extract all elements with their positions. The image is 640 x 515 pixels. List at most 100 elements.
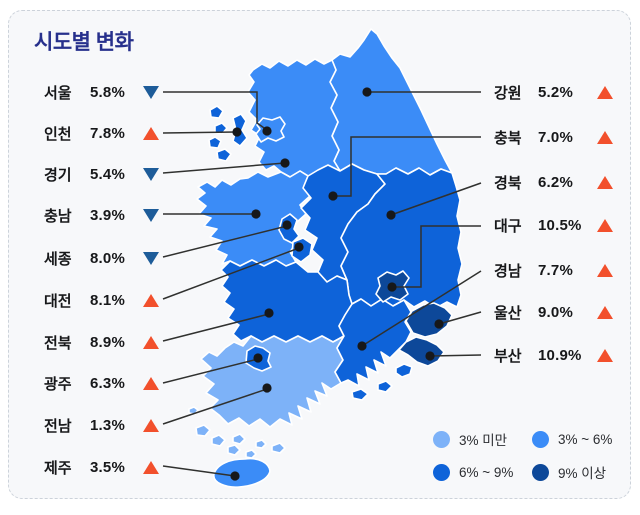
map-marker-chungbuk [328, 191, 338, 201]
map-marker-chungnam [251, 209, 261, 219]
down-triangle-icon [143, 251, 159, 265]
map-marker-ulsan [434, 319, 444, 329]
leader-line-busan [429, 354, 482, 357]
down-triangle-icon [143, 167, 159, 181]
up-triangle-icon [143, 293, 159, 307]
region-label-row-chungbuk: 충북 7.0% [494, 126, 629, 148]
map-region-jeonnam [200, 335, 345, 428]
up-triangle-icon [597, 130, 613, 144]
legend-label: 3% 미만 [459, 433, 508, 448]
region-label-row-gyeonggi: 경기 5.4% [44, 163, 169, 185]
up-triangle-icon [143, 376, 159, 390]
region-value: 6.2% [538, 173, 573, 191]
up-triangle-icon [597, 263, 613, 277]
map-marker-daegu [387, 282, 397, 292]
region-label-row-gyeongnam: 경남 7.7% [494, 259, 629, 281]
region-label-row-chungnam: 충남 3.9% [44, 204, 169, 226]
map-region-gangwon [329, 28, 453, 176]
leader-line-incheon [162, 131, 237, 134]
leader-line-ulsan [438, 311, 482, 325]
region-label-row-jeonbuk: 전북 8.9% [44, 331, 169, 353]
map-region-jeonnam-islands [188, 406, 286, 459]
region-value: 10.9% [538, 346, 582, 364]
region-name: 울산 [494, 304, 522, 322]
legend-color-swatch [532, 430, 549, 448]
region-label-row-gyeongbuk: 경북 6.2% [494, 171, 629, 193]
map-marker-jeju [230, 471, 240, 481]
map-region-incheon [208, 105, 248, 162]
region-value: 8.1% [90, 291, 125, 309]
up-triangle-icon [143, 460, 159, 474]
map-marker-gyeongnam [357, 341, 367, 351]
map-region-ulsan [405, 302, 453, 338]
region-label-row-daejeon: 대전 8.1% [44, 289, 169, 311]
region-label-row-busan: 부산 10.9% [494, 344, 629, 366]
map-marker-sejong [282, 220, 292, 230]
map-marker-busan [425, 351, 435, 361]
region-name: 서울 [44, 84, 72, 102]
up-triangle-icon [597, 348, 613, 362]
leader-line-sejong [162, 225, 288, 258]
legend-item-lt3: 3% 미만 [433, 429, 532, 449]
region-value: 5.4% [90, 165, 125, 183]
region-name: 경기 [44, 166, 72, 184]
map-marker-daejeon [294, 242, 304, 252]
region-name: 충북 [494, 129, 522, 147]
region-name: 전북 [44, 334, 72, 352]
map-marker-gyeongbuk [386, 210, 396, 220]
region-label-row-ulsan: 울산 9.0% [494, 301, 629, 323]
map-marker-jeonbuk [264, 308, 274, 318]
up-triangle-icon [143, 335, 159, 349]
legend-label: 3% ~ 6% [558, 431, 613, 447]
legend-label: 9% 이상 [558, 466, 607, 481]
up-triangle-icon [597, 85, 613, 99]
map-region-busan [398, 336, 445, 367]
leader-line-chungbuk [333, 136, 481, 197]
leader-lines [162, 91, 482, 477]
map-marker-gyeonggi [280, 158, 290, 168]
region-name: 인천 [44, 125, 72, 143]
legend: 3% 미만 3% ~ 6% 6% ~ 9% 9% 이상 [433, 429, 612, 482]
region-value: 7.0% [538, 128, 573, 146]
legend-item-3-6: 3% ~ 6% [532, 429, 612, 449]
region-value: 7.7% [538, 261, 573, 279]
region-label-row-jeju: 제주 3.5% [44, 456, 169, 478]
leader-line-gyeonggi [162, 162, 286, 174]
map-region-jeju [213, 457, 271, 488]
region-value: 7.8% [90, 124, 125, 142]
chart-title: 시도별 변화 [34, 31, 134, 54]
region-value: 9.0% [538, 303, 573, 321]
down-triangle-icon [143, 208, 159, 222]
up-triangle-icon [597, 218, 613, 232]
region-label-row-incheon: 인천 7.8% [44, 122, 169, 144]
up-triangle-icon [143, 418, 159, 432]
legend-color-swatch [532, 463, 549, 481]
down-triangle-icon [143, 85, 159, 99]
region-name: 경북 [494, 174, 522, 192]
region-name: 대구 [494, 217, 522, 235]
region-name: 대전 [44, 292, 72, 310]
region-name: 경남 [494, 262, 522, 280]
region-name: 충남 [44, 207, 72, 225]
region-label-row-jeonnam: 전남 1.3% [44, 414, 169, 436]
leader-line-daejeon [162, 247, 300, 300]
leader-line-daegu [392, 225, 481, 288]
region-label-row-gangwon: 강원 5.2% [494, 81, 629, 103]
leader-line-jeonnam [162, 388, 268, 425]
region-label-row-seoul: 서울 5.8% [44, 81, 169, 103]
region-label-row-daegu: 대구 10.5% [494, 214, 629, 236]
up-triangle-icon [597, 175, 613, 189]
map-marker-gangwon [362, 87, 372, 97]
leader-line-gyeongbuk [390, 182, 482, 216]
map-region-gyeongnam [334, 298, 412, 387]
legend-color-swatch [433, 463, 450, 481]
legend-item-6-9: 6% ~ 9% [433, 462, 532, 482]
region-name: 제주 [44, 459, 72, 477]
region-value: 10.5% [538, 216, 582, 234]
region-label-row-sejong: 세종 8.0% [44, 247, 169, 269]
region-name: 광주 [44, 375, 72, 393]
region-value: 8.0% [90, 249, 125, 267]
map-marker-incheon [232, 127, 242, 137]
region-value: 3.9% [90, 206, 125, 224]
